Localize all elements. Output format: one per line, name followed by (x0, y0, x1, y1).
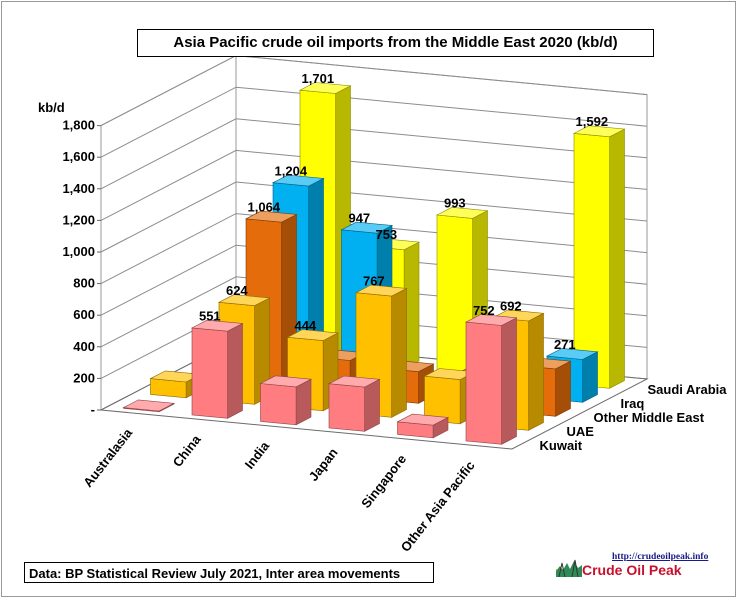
bar-top (286, 329, 340, 341)
bar (191, 327, 228, 419)
bar-side (528, 312, 544, 431)
bar-top (340, 221, 394, 234)
y-tick-label: 1,000 (62, 244, 95, 259)
bar-side (582, 351, 598, 403)
y-gridline (100, 244, 648, 316)
data-label: 767 (363, 273, 385, 288)
bar-side (501, 317, 517, 445)
bar-top (298, 82, 352, 94)
bar-top (244, 210, 298, 223)
bar-top (217, 294, 271, 307)
bar-top (122, 399, 176, 412)
y-gridline (100, 86, 648, 158)
oil-derrick-icon (556, 559, 582, 577)
bar (465, 321, 502, 445)
y-tick-label: 800 (73, 276, 95, 291)
bar-side (391, 287, 407, 418)
y-gridline (100, 276, 648, 348)
series-label: Other Middle East (594, 410, 705, 425)
series-label: Kuwait (540, 438, 583, 453)
y-gridline (100, 213, 648, 285)
y-tick-label: 400 (73, 339, 95, 354)
x-tick-label: Japan (306, 445, 341, 484)
bar-top (327, 375, 381, 388)
data-label: 1,592 (576, 114, 609, 129)
data-label: 624 (226, 283, 248, 298)
data-label: 1,701 (302, 71, 335, 86)
data-label: 1,204 (275, 163, 308, 178)
y-tick-label: 600 (73, 307, 95, 322)
series-label: Iraq (621, 396, 645, 411)
series-label: UAE (567, 424, 595, 439)
logo-name: Crude Oil Peak (582, 562, 682, 578)
x-tick-label: Other Asia Pacific (398, 458, 478, 555)
y-gridline (100, 118, 648, 190)
bar (260, 383, 297, 426)
y-tick-label: - (91, 402, 95, 417)
chart-title: Asia Pacific crude oil imports from the … (137, 29, 654, 57)
data-label: 444 (294, 318, 316, 333)
y-tick-label: 1,600 (62, 149, 95, 164)
bar-side (555, 360, 571, 417)
data-label: 1,064 (248, 199, 281, 214)
data-label: 551 (199, 309, 221, 324)
bar-top (354, 284, 408, 297)
data-label: 947 (348, 210, 370, 225)
source-note: Data: BP Statistical Review July 2021, I… (24, 562, 434, 583)
bar-top (572, 125, 626, 138)
data-label: 692 (500, 298, 522, 313)
bar-side (227, 323, 243, 419)
bar-side (364, 378, 380, 432)
bar-top (190, 319, 244, 332)
logo-url[interactable]: http://crudeoilpeak.info (612, 552, 709, 562)
y-tick-label: 200 (73, 370, 95, 385)
bar-top (259, 375, 313, 388)
x-tick-label: Australasia (80, 425, 135, 490)
bar-top (396, 413, 450, 426)
data-label: 752 (473, 303, 495, 318)
x-tick-label: China (170, 431, 205, 469)
y-tick-label: 1,200 (62, 212, 95, 227)
bar (328, 383, 365, 432)
data-label: 993 (444, 196, 466, 211)
y-gridline (100, 181, 648, 253)
bar-top (271, 174, 325, 187)
y-tick-label: 1,400 (62, 181, 95, 196)
crudeoilpeak-logo[interactable]: http://crudeoilpeak.info Crude Oil Peak (556, 551, 720, 581)
series-label: Saudi Arabia (648, 382, 728, 397)
bar-top (435, 206, 489, 219)
data-label: 271 (554, 337, 576, 352)
bar-side (609, 128, 625, 389)
y-axis-label: kb/d (38, 100, 65, 115)
bar-top (464, 314, 518, 326)
y-gridline (100, 149, 648, 221)
x-tick-label: Singapore (358, 452, 409, 511)
data-label: 753 (375, 227, 397, 242)
x-tick-label: India (242, 438, 273, 472)
bar-top (545, 348, 599, 360)
y-tick-label: 1,800 (62, 118, 95, 133)
